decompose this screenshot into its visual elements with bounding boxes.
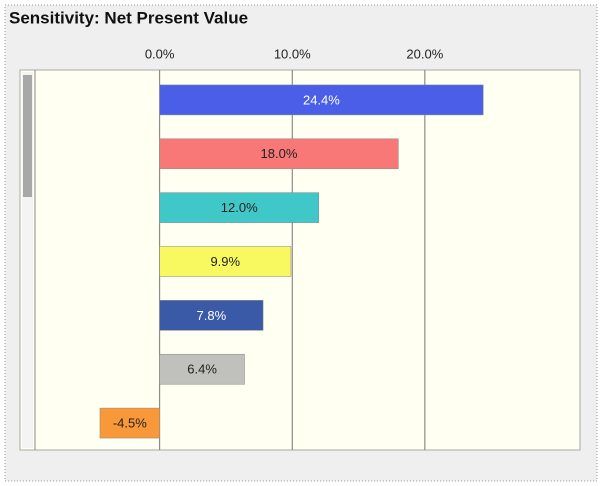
bar — [159, 138, 399, 170]
plot-area — [19, 69, 581, 451]
chart-title: Sensitivity: Net Present Value — [9, 8, 248, 27]
x-tick-label: 10.0% — [274, 46, 311, 61]
bar — [99, 407, 160, 439]
bar — [159, 353, 245, 385]
bar — [159, 192, 320, 223]
bar — [159, 84, 484, 116]
scrollbar[interactable] — [22, 72, 33, 448]
data-label: 18.0% — [261, 146, 298, 161]
scrollbar-thumb[interactable] — [23, 75, 32, 197]
data-label: 9.9% — [210, 254, 240, 269]
data-label: 7.8% — [197, 308, 227, 323]
x-tick-label: 20.0% — [406, 46, 443, 61]
bar — [159, 300, 264, 331]
bar — [159, 246, 292, 277]
data-label: 24.4% — [303, 92, 340, 107]
x-tick-label: 0.0% — [145, 46, 175, 61]
data-label: -4.5% — [113, 416, 147, 431]
data-label: 12.0% — [221, 200, 258, 215]
data-label: 6.4% — [187, 362, 217, 377]
